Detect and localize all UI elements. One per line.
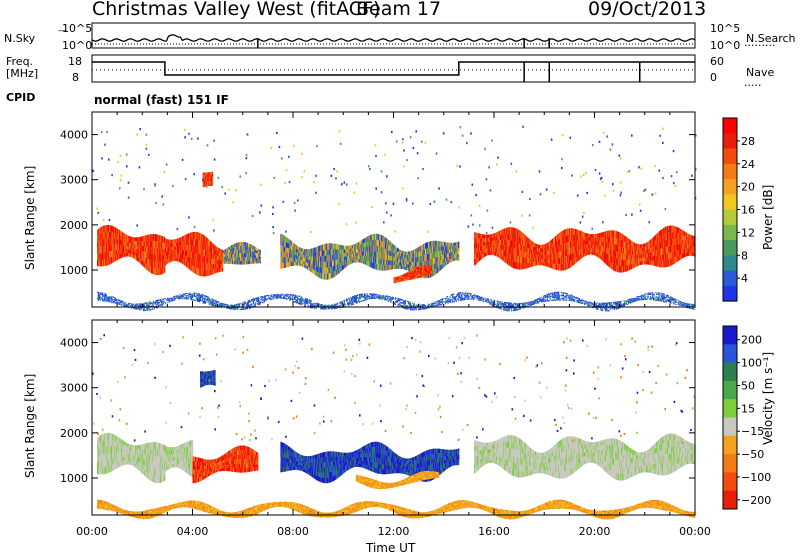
power-cell [431, 269, 432, 271]
power-cell [260, 250, 261, 252]
power-cell [260, 252, 261, 254]
power-cell [458, 251, 459, 254]
power-cell [212, 184, 213, 186]
power-cell [431, 273, 432, 275]
power-cell [431, 272, 432, 274]
power-cell [212, 174, 213, 176]
power-cell [431, 270, 432, 272]
power-cell [260, 261, 261, 263]
nsky-trace [92, 35, 695, 41]
power-cell [212, 176, 213, 178]
power-cell [212, 172, 213, 174]
power-cell [222, 264, 223, 268]
power-cell [260, 257, 261, 259]
power-cell [458, 254, 459, 257]
power-cell [164, 267, 165, 273]
power-cell [458, 245, 459, 248]
power-cell [260, 255, 261, 257]
power-cell [458, 248, 459, 251]
freq-trace [92, 62, 695, 75]
power-cell [260, 259, 261, 261]
power-cell [431, 266, 432, 268]
power-cell [212, 181, 213, 183]
power-cell [458, 258, 459, 261]
power-cell [212, 179, 213, 181]
power-cell [222, 268, 223, 272]
power-cell [458, 242, 459, 245]
freq-panel-frame [92, 55, 695, 82]
power-cell [431, 267, 432, 269]
